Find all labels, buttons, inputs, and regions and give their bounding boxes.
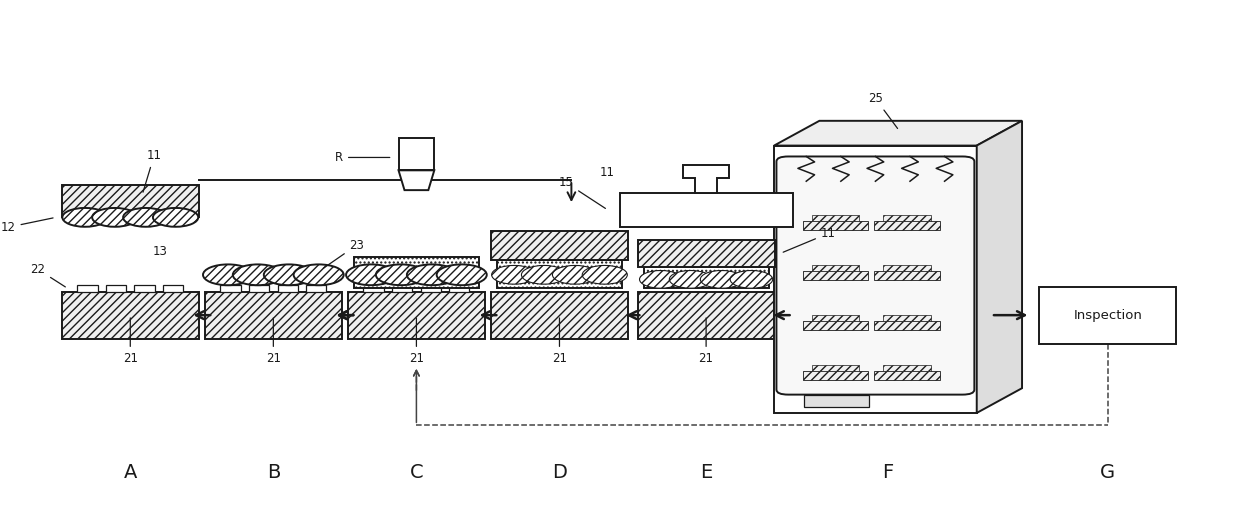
Text: C: C <box>409 463 423 482</box>
Bar <box>164 285 184 292</box>
Text: D: D <box>552 463 567 482</box>
Bar <box>62 185 198 217</box>
Text: 12: 12 <box>0 218 53 234</box>
Bar <box>363 285 383 292</box>
Circle shape <box>62 208 108 227</box>
Circle shape <box>153 208 198 227</box>
Circle shape <box>730 270 773 288</box>
Bar <box>249 285 269 292</box>
Bar <box>221 285 241 292</box>
Circle shape <box>203 264 253 285</box>
Bar <box>420 285 441 292</box>
Bar <box>348 292 485 338</box>
Circle shape <box>346 264 396 285</box>
Text: 22: 22 <box>31 263 66 287</box>
Text: Inspection: Inspection <box>1074 308 1142 322</box>
Bar <box>644 267 769 288</box>
Bar <box>811 315 859 321</box>
Bar <box>392 285 412 292</box>
Bar <box>774 146 977 413</box>
Bar <box>802 221 868 230</box>
Text: F: F <box>882 463 893 482</box>
Text: B: B <box>267 463 280 482</box>
Circle shape <box>264 264 314 285</box>
Bar <box>1039 287 1177 344</box>
Circle shape <box>436 264 487 285</box>
FancyBboxPatch shape <box>776 156 975 394</box>
Text: 23: 23 <box>324 239 365 268</box>
Text: 21: 21 <box>265 318 280 365</box>
Text: 21: 21 <box>409 318 424 365</box>
Bar <box>883 215 930 221</box>
Bar <box>62 292 198 338</box>
Polygon shape <box>977 121 1022 413</box>
Bar <box>874 371 940 380</box>
Circle shape <box>522 265 567 284</box>
Bar <box>449 285 470 292</box>
Bar <box>802 321 868 330</box>
Text: A: A <box>124 463 136 482</box>
Bar <box>497 261 622 288</box>
Bar <box>105 285 126 292</box>
Bar <box>353 257 479 288</box>
Circle shape <box>701 270 743 288</box>
Bar <box>637 292 775 338</box>
Bar <box>811 215 859 221</box>
Circle shape <box>92 208 138 227</box>
Circle shape <box>407 264 458 285</box>
Text: G: G <box>1100 463 1116 482</box>
Circle shape <box>294 264 343 285</box>
Bar <box>205 292 342 338</box>
Circle shape <box>233 264 283 285</box>
Text: E: E <box>701 463 712 482</box>
Bar <box>874 271 940 280</box>
Bar <box>804 394 869 407</box>
Circle shape <box>640 270 682 288</box>
Text: 21: 21 <box>698 318 713 365</box>
Polygon shape <box>774 121 1022 146</box>
Circle shape <box>123 208 169 227</box>
Polygon shape <box>398 171 434 190</box>
Text: 11: 11 <box>143 149 161 192</box>
Text: 21: 21 <box>123 318 138 365</box>
Bar <box>398 138 434 171</box>
Polygon shape <box>683 165 729 192</box>
Text: R: R <box>335 151 389 164</box>
Bar <box>77 285 98 292</box>
Bar <box>811 265 859 271</box>
Text: 13: 13 <box>153 245 167 258</box>
Text: 11: 11 <box>784 227 836 252</box>
Circle shape <box>670 270 712 288</box>
Text: 21: 21 <box>552 318 567 365</box>
Bar <box>278 285 298 292</box>
Bar <box>620 192 792 228</box>
Bar <box>883 265 930 271</box>
Bar <box>637 240 775 267</box>
Bar <box>883 315 930 321</box>
Circle shape <box>553 265 598 284</box>
Bar <box>306 285 326 292</box>
Bar <box>491 231 627 261</box>
Bar <box>874 221 940 230</box>
Bar <box>134 285 155 292</box>
Circle shape <box>583 265 627 284</box>
Circle shape <box>491 265 537 284</box>
Text: 25: 25 <box>868 92 898 128</box>
Bar <box>811 365 859 371</box>
Bar <box>802 371 868 380</box>
Bar <box>491 292 627 338</box>
Text: 15: 15 <box>558 176 605 208</box>
Bar <box>874 321 940 330</box>
Bar <box>883 365 930 371</box>
Circle shape <box>376 264 427 285</box>
Bar <box>802 271 868 280</box>
Text: 11: 11 <box>600 166 615 179</box>
